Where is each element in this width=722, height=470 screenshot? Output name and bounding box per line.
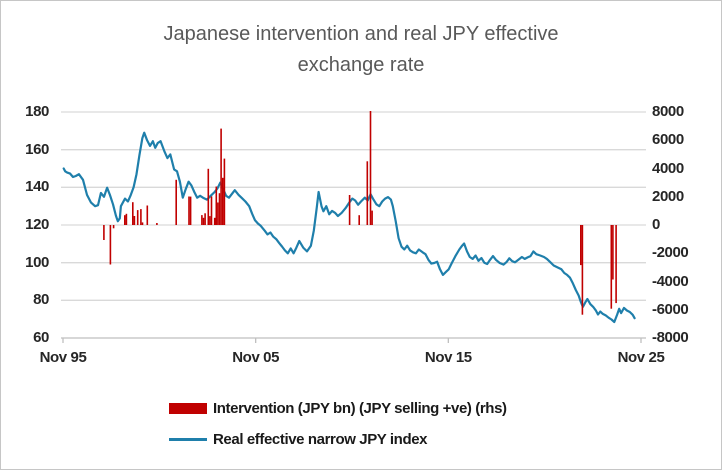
- chart-title: Japanese intervention and real JPY effec…: [1, 19, 721, 81]
- intervention-bar: [125, 213, 128, 225]
- intervention-bar: [188, 196, 190, 225]
- y-axis-right-label: -4000: [652, 272, 689, 290]
- intervention-bar: [615, 225, 617, 304]
- chart-title-line-2: exchange rate: [297, 54, 425, 76]
- y-axis-left-label: 80: [33, 291, 49, 309]
- intervention-bar: [136, 210, 139, 225]
- y-axis-left-label: 100: [25, 253, 49, 271]
- intervention-bar: [581, 225, 584, 315]
- intervention-bar: [175, 179, 177, 225]
- x-axis-label: Nov 95: [39, 349, 87, 366]
- y-axis-right-label: -6000: [652, 300, 689, 318]
- intervention-bar: [146, 205, 149, 225]
- intervention-bar: [223, 158, 226, 225]
- intervention-bar: [140, 209, 142, 225]
- intervention-bar: [612, 225, 614, 280]
- intervention-bar: [217, 202, 219, 225]
- chart-title-line-1: Japanese intervention and real JPY effec…: [163, 23, 559, 45]
- intervention-bar: [220, 128, 222, 225]
- intervention-bar: [348, 195, 351, 225]
- intervention-bar: [109, 225, 112, 265]
- intervention-bar: [213, 217, 216, 225]
- intervention-bar: [215, 186, 218, 225]
- intervention-bar: [366, 161, 369, 225]
- legend-bar-swatch-icon: [169, 402, 207, 414]
- intervention-bar: [204, 213, 206, 225]
- intervention-bar: [210, 196, 213, 225]
- intervention-bar: [218, 193, 221, 225]
- y-axis-right-label: 8000: [652, 103, 684, 120]
- intervention-bar: [103, 225, 105, 240]
- y-axis-left-label: 60: [33, 329, 49, 346]
- intervention-bar: [133, 216, 136, 225]
- x-axis-label: Nov 15: [424, 349, 472, 366]
- x-axis-label: Nov 05: [232, 349, 280, 366]
- intervention-bar: [222, 177, 224, 225]
- y-axis-left-label: 120: [25, 216, 49, 233]
- intervention-bar: [207, 168, 210, 225]
- intervention-bar: [580, 225, 582, 266]
- intervention-bar: [141, 222, 144, 225]
- y-axis-right-label: -2000: [652, 244, 689, 262]
- intervention-bar: [189, 196, 192, 225]
- legend-item-reer-line: Real effective narrow JPY index: [169, 428, 507, 450]
- intervention-bar: [124, 215, 126, 225]
- intervention-bar: [132, 202, 134, 225]
- y-axis-right-label: -8000: [652, 329, 689, 346]
- intervention-bar: [358, 215, 360, 225]
- y-axis-left-label: 160: [25, 140, 49, 158]
- intervention-bar: [156, 223, 158, 225]
- legend-item-intervention: Intervention (JPY bn) (JPY selling +ve) …: [169, 397, 507, 419]
- intervention-bar: [201, 215, 203, 225]
- y-axis-left-label: 140: [25, 178, 49, 196]
- y-axis-left-label: 180: [25, 103, 49, 120]
- y-axis-right-label: 2000: [652, 187, 684, 205]
- intervention-bar: [610, 225, 613, 309]
- x-axis-label: Nov 25: [617, 349, 665, 366]
- y-axis-right-label: 4000: [652, 159, 684, 177]
- legend-reer-label: Real effective narrow JPY index: [213, 430, 428, 448]
- y-axis-right-label: 0: [652, 216, 660, 233]
- intervention-bar: [209, 216, 211, 225]
- reer-line: [62, 131, 636, 324]
- intervention-bar: [369, 111, 372, 225]
- y-axis-right-label: 6000: [652, 131, 684, 149]
- legend-intervention-label: Intervention (JPY bn) (JPY selling +ve) …: [213, 399, 507, 417]
- intervention-bar: [371, 210, 373, 225]
- legend: Intervention (JPY bn) (JPY selling +ve) …: [169, 397, 507, 459]
- intervention-bar: [202, 217, 205, 225]
- legend-line-swatch-icon: [169, 437, 207, 441]
- intervention-bar: [112, 225, 115, 229]
